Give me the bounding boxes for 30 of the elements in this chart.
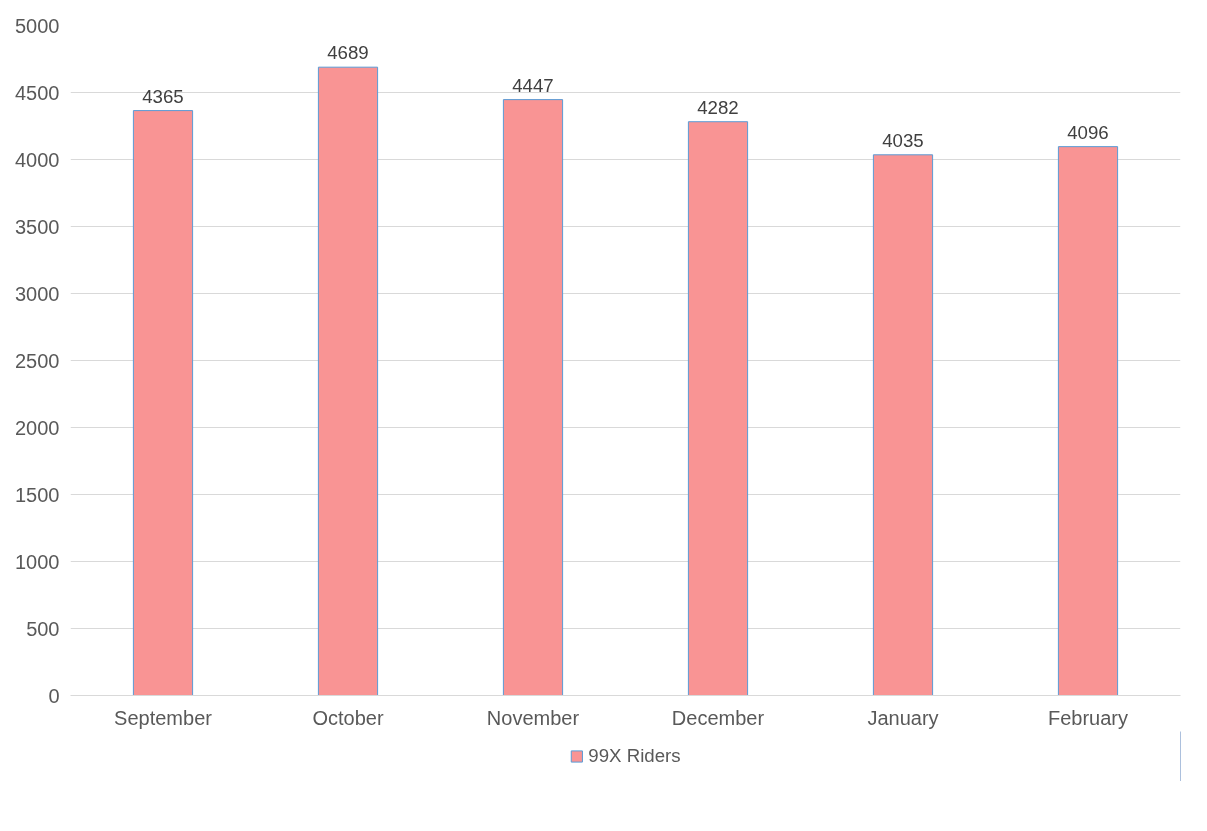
bar	[317, 66, 379, 696]
data-label: 4096	[1067, 121, 1109, 143]
data-label: 4689	[327, 42, 369, 64]
y-tick-label: 4000	[15, 148, 60, 171]
x-tick-label: October	[312, 706, 384, 729]
x-tick-label: December	[671, 706, 765, 729]
bar	[132, 110, 194, 696]
y-tick-label: 0	[48, 684, 60, 707]
x-tick-label: February	[1047, 706, 1129, 729]
y-tick-label: 3500	[15, 215, 60, 238]
bar	[687, 121, 749, 696]
data-label: 4282	[697, 96, 739, 118]
y-tick-label: 4500	[15, 81, 60, 104]
bar	[1057, 146, 1119, 696]
x-tick-label: January	[867, 706, 939, 729]
bar	[502, 99, 564, 696]
y-tick-label: 1000	[15, 550, 60, 573]
y-tick-label: 2000	[15, 416, 60, 439]
y-tick-label: 2500	[15, 349, 60, 372]
y-tick-label: 5000	[15, 14, 60, 37]
data-label: 4365	[142, 85, 184, 107]
bar	[872, 154, 934, 696]
y-tick-label: 3000	[15, 282, 60, 305]
x-tick-label: November	[486, 706, 580, 729]
y-tick-label: 1500	[15, 483, 60, 506]
data-label: 4447	[512, 74, 554, 96]
y-tick-label: 500	[26, 617, 60, 640]
legend-label: 99X Riders	[588, 745, 681, 767]
x-tick-label: September	[114, 706, 213, 729]
data-label: 4035	[882, 129, 924, 151]
